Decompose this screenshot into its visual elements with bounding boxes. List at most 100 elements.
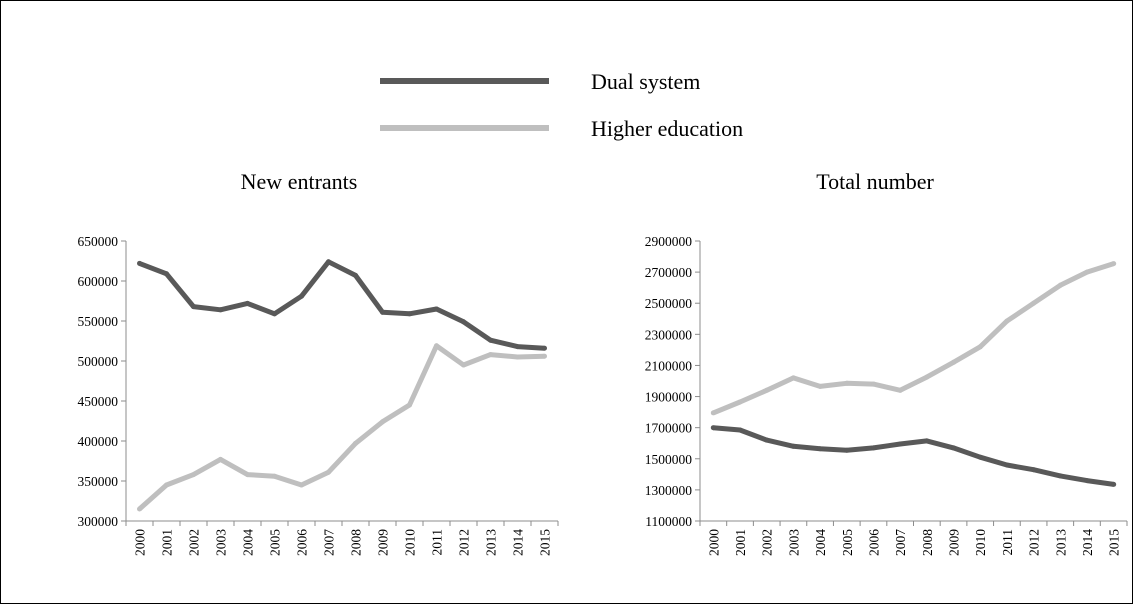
y-tick-label: 2500000: [645, 296, 693, 311]
y-tick-label: 2100000: [645, 358, 693, 373]
x-tick-label: 2000: [133, 529, 148, 556]
x-tick-label: 2003: [786, 529, 801, 556]
data-point-higher-education: [977, 344, 983, 350]
data-point-higher-education: [1004, 318, 1010, 324]
chart-total-number: Total number 1100000 1300000 1500000 170000…: [645, 169, 1128, 556]
data-point-dual-system: [844, 447, 850, 453]
data-point-higher-education: [951, 359, 956, 365]
x-tick-label: 2010: [973, 529, 988, 556]
x-tick-label: 2005: [268, 529, 283, 556]
series-line-dual-system: [713, 425, 1115, 487]
data-point-dual-system: [1031, 467, 1037, 473]
x-tick-label: 2006: [866, 529, 881, 556]
y-tick-label: 2300000: [645, 327, 693, 342]
data-point-higher-education: [164, 482, 169, 488]
legend: Dual system Higher education: [380, 69, 743, 141]
series-line-higher-education: [712, 261, 1115, 416]
data-point-dual-system: [137, 260, 142, 266]
data-point-higher-education: [380, 419, 385, 425]
data-point-higher-education: [353, 440, 358, 446]
x-tick-label: 2001: [160, 529, 175, 556]
data-point-dual-system: [1057, 473, 1063, 479]
data-point-dual-system: [1084, 478, 1090, 484]
data-point-dual-system: [380, 309, 385, 315]
data-point-dual-system: [218, 307, 223, 313]
y-tick-label: 550000: [78, 314, 119, 329]
data-point-higher-education: [326, 469, 331, 475]
data-point-higher-education: [844, 380, 850, 386]
data-point-dual-system: [817, 446, 823, 452]
data-point-higher-education: [897, 387, 903, 393]
data-point-dual-system: [191, 304, 196, 310]
data-point-higher-education: [434, 343, 439, 349]
y-tick-label: 1900000: [645, 390, 693, 405]
data-point-higher-education: [488, 352, 493, 358]
legend-label-dual-system: Dual system: [591, 69, 700, 94]
data-point-higher-education: [1084, 269, 1090, 275]
chart-new-entrants: New entrants 300000 350000 400000 450000 500…: [78, 169, 559, 556]
data-point-dual-system: [1004, 462, 1010, 468]
data-point-higher-education: [1031, 300, 1037, 306]
x-tick-label: 2014: [1080, 529, 1095, 556]
x-tick-label: 2011: [430, 529, 445, 556]
data-point-higher-education: [737, 399, 743, 405]
legend-label-higher-education: Higher education: [591, 116, 743, 141]
data-point-higher-education: [299, 482, 304, 488]
data-point-higher-education: [710, 410, 716, 416]
x-tick-label: 2008: [349, 529, 364, 556]
data-point-higher-education: [515, 354, 520, 360]
y-tick-label: 1700000: [645, 421, 693, 436]
x-tick-label: 2002: [187, 529, 202, 556]
x-tick-label: 2004: [813, 529, 828, 556]
data-point-higher-education: [191, 472, 196, 478]
data-point-higher-education: [790, 375, 796, 381]
y-tick-label: 2900000: [645, 234, 693, 249]
y-tick-label: 2700000: [645, 265, 693, 280]
y-tick-label: 650000: [78, 234, 119, 249]
data-point-higher-education: [137, 506, 142, 512]
x-tick-label: 2011: [1000, 529, 1015, 556]
data-point-dual-system: [710, 425, 716, 431]
data-point-higher-education: [272, 473, 277, 479]
y-tick-label: 1100000: [645, 514, 692, 529]
x-tick-label: 2008: [920, 529, 935, 556]
data-point-dual-system: [299, 293, 304, 299]
data-point-dual-system: [515, 344, 520, 350]
y-tick-label: 1500000: [645, 452, 693, 467]
data-point-higher-education: [245, 472, 250, 478]
y-tick-label: 400000: [78, 434, 119, 449]
data-point-dual-system: [1111, 481, 1117, 487]
x-tick-label: 2013: [1053, 529, 1068, 556]
y-tick-label: 350000: [78, 474, 119, 489]
data-point-higher-education: [924, 374, 930, 380]
x-tick-label: 2012: [457, 529, 472, 556]
data-point-higher-education: [817, 383, 823, 389]
chart-title: New entrants: [241, 169, 358, 194]
data-point-dual-system: [977, 454, 983, 460]
x-tick-label: 2012: [1027, 529, 1042, 556]
x-tick-label: 2007: [322, 529, 337, 556]
x-tick-label: 2015: [1107, 529, 1122, 556]
data-point-dual-system: [924, 438, 930, 444]
data-point-dual-system: [790, 443, 796, 449]
data-point-dual-system: [164, 271, 169, 277]
data-point-dual-system: [542, 345, 547, 351]
data-point-dual-system: [737, 427, 743, 433]
x-tick-label: 2004: [241, 529, 256, 556]
y-tick-label: 450000: [78, 394, 119, 409]
data-point-dual-system: [951, 445, 956, 451]
x-tick-label: 2014: [511, 529, 526, 556]
x-tick-label: 2015: [538, 529, 553, 556]
data-point-higher-education: [764, 387, 770, 393]
x-tick-label: 2001: [733, 529, 748, 556]
data-point-dual-system: [353, 272, 358, 278]
y-tick-label: 600000: [78, 274, 119, 289]
data-point-dual-system: [764, 437, 770, 443]
data-point-higher-education: [461, 362, 466, 368]
x-tick-label: 2000: [706, 529, 721, 556]
x-tick-label: 2009: [947, 529, 962, 556]
data-point-dual-system: [434, 306, 439, 312]
data-point-higher-education: [871, 381, 876, 387]
